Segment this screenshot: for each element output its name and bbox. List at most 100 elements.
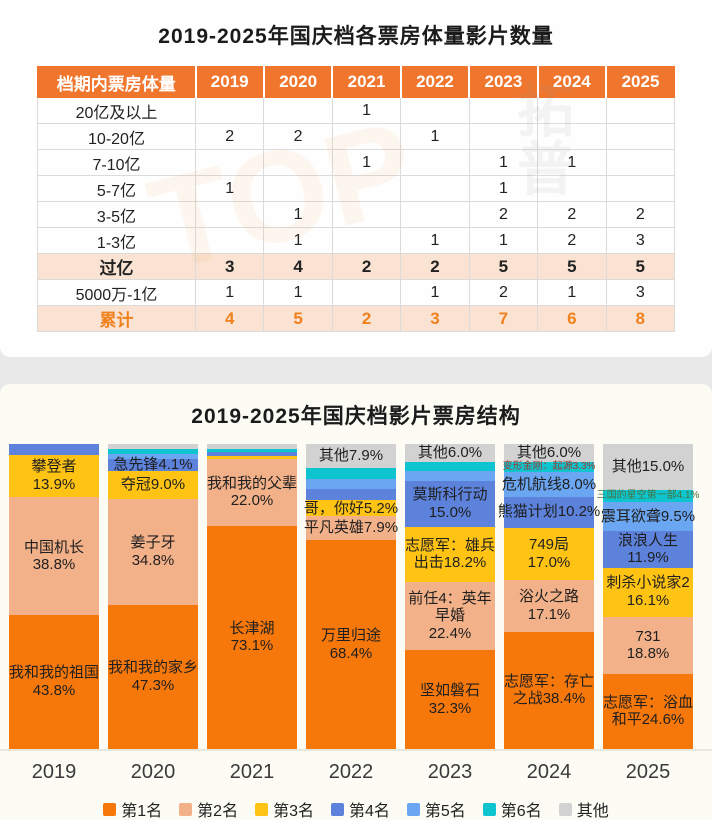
segment-label: 熊猫计划10.2% [497,503,601,521]
table-cell [331,175,402,202]
row-label: 1-3亿 [37,227,196,254]
table-cell: 5 [263,305,333,332]
segment-label: 731 [635,627,661,645]
segment-label: 志愿军：雄兵 [405,536,496,554]
table-cell [263,149,333,176]
segment-label: 前任4：英年 [408,589,492,607]
table-cell [400,97,470,124]
table-cell: 1 [400,227,470,254]
table-row: 过亿 3 4 2 2 5 5 5 [37,253,676,280]
bar-segment-第5名: 危机航线8.0% [501,472,597,497]
column-header-year: 2020 [262,66,333,98]
axis-label-2021: 2021 [229,761,275,783]
table-cell [537,123,607,150]
segment-label: 危机航线8.0% [501,475,597,493]
segment-label: 之战38.4% [512,690,586,708]
column-header-year: 2024 [536,66,607,98]
bar-segment-第1名: 我和我的家乡 47.3% [108,604,198,749]
table-cell [537,97,607,124]
segment-label: 莫斯科行动 [412,486,488,504]
bar-segment-第3名: 夺冠9.0% [108,471,198,499]
axis-label-2025: 2025 [625,761,671,783]
bar-segment-第2名: 浴火之路 17.1% [504,579,594,632]
table-cell [468,97,539,124]
table-cell: 2 [605,201,676,228]
segment-label: 11.9% [627,549,669,567]
segment-label: 早婚 [434,607,465,625]
bar-segment-其他: 其他6.0% [405,444,495,463]
segment-label: 其他6.0% [516,444,582,462]
segment-label: 震耳欲聋9.5% [600,507,696,525]
axis-label-2022: 2022 [328,761,374,783]
table-cell [605,97,676,124]
table-row: 5000万-1亿 1 1 1 2 1 3 [37,279,676,306]
bar-segment-第4名: 浪浪人生 11.9% [603,531,693,568]
column-header-year: 2023 [468,66,539,98]
bar-segment-其他 [108,444,198,449]
bar-segment-第4名 [9,444,99,455]
stacked-bar-2022: 其他7.9% 哥，你好5.2% 平凡英雄7.9% 万里归途 68.4% [304,444,398,749]
bar-segment-第5名 [108,453,198,459]
table-cell [331,123,402,150]
column-header-volume: 档期内票房体量 [37,66,196,98]
table-cell: 6 [537,305,607,332]
row-label: 20亿及以上 [37,97,196,124]
table-cell: 2 [331,305,402,332]
table-cell: 1 [400,123,470,150]
segment-label: 22.0% [230,492,274,510]
table-cell: 1 [331,149,402,176]
legend-label: 第6名 [500,803,542,820]
table-cell: 1 [263,201,333,228]
table-row: 3-5亿 1 2 2 2 [37,201,676,228]
stacked-bar-2024: 其他6.0% 变形金刚：起源3.3% 危机航线8.0% 熊猫计划10.2% 749局 17… [498,444,600,749]
legend-label: 第5名 [424,803,466,820]
legend-label: 第1名 [121,803,163,820]
segment-label: 16.1% [626,592,670,610]
bar-segment-第2名: 中国机长 38.8% [9,497,99,616]
column-header-year: 2021 [331,66,402,98]
bar-column-2024: 其他6.0% 变形金刚：起源3.3% 危机航线8.0% 熊猫计划10.2% 749局 17… [498,444,600,749]
segment-label: 13.9% [32,475,76,493]
table-cell [605,123,676,150]
bar-segment-第3名 [207,455,297,459]
bar-segment-第1名: 坚如磐石 32.3% [405,650,495,749]
segment-label: 我和我的祖国 [9,664,100,682]
legend-item-第4名: 第4名 [330,797,390,820]
table-cell: 3 [194,253,265,280]
row-label: 5000万-1亿 [37,279,196,306]
bar-segment-其他: 其他6.0% [504,444,594,463]
legend-item-其他: 其他 [558,797,609,820]
column-header-year: 2025 [605,66,676,98]
table-cell [605,149,676,176]
table-cell: 5 [605,253,676,280]
table-row: 7-10亿 1 1 1 [37,149,676,176]
boxoffice-volume-table: 档期内票房体量 2019 2020 2021 2022 2023 2024 2025 20亿及以… [37,66,676,332]
bar-segment-第3名: 志愿军：雄兵 出击18.2% [405,526,496,583]
bar-segment-第1名: 志愿军：浴血 和平24.6% [603,673,693,749]
segment-label: 夺冠9.0% [120,476,186,493]
legend-item-第6名: 第6名 [482,797,542,820]
table-cell: 4 [194,305,265,332]
stacked-bar-2023: 其他6.0% 莫斯科行动 15.0% 志愿军：雄兵 出击18.2% 前任4：英年 早婚 22.… [405,444,495,749]
column-header-year: 2019 [194,66,265,98]
bar-column-2021: 我和我的父辈 22.0% 长津湖 73.1% [207,444,297,749]
row-label: 累计 [37,305,196,332]
table-cell: 8 [605,305,676,332]
table-cell: 2 [468,279,539,306]
table-cell: 1 [263,227,333,254]
legend-swatch-icon [255,802,269,816]
segment-label: 其他6.0% [417,444,483,462]
bar-segment-其他: 其他7.9% [306,444,396,469]
stacked-bar-2021: 我和我的父辈 22.0% 长津湖 73.1% [207,444,297,749]
segment-label: 18.8% [626,645,670,663]
bar-segment-第3名: 刺杀小说家2 16.1% [603,567,693,617]
segment-label: 其他7.9% [318,447,384,465]
segment-label: 749局 [528,536,570,554]
table-cell [537,175,607,202]
table-cell: 1 [537,279,607,306]
row-label: 过亿 [37,253,196,280]
segment-label: 43.8% [32,682,76,700]
legend-swatch-icon [179,802,193,816]
segment-label: 长津湖 [229,619,275,637]
table-cell: 4 [263,253,333,280]
